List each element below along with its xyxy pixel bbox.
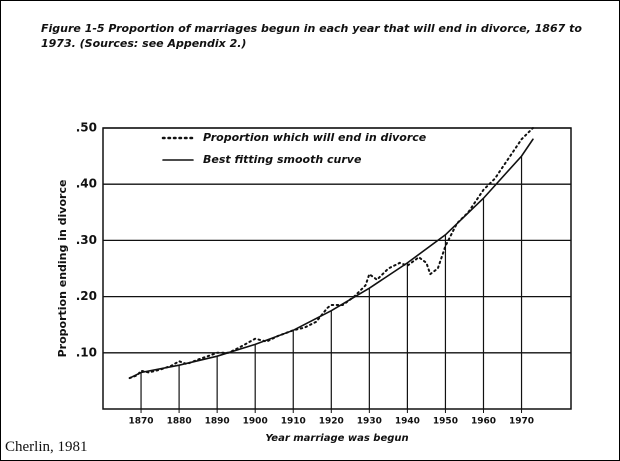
y-tick-label: .10 bbox=[76, 345, 97, 359]
legend-label: Best fitting smooth curve bbox=[203, 153, 362, 166]
legend-label: Proportion which will end in divorce bbox=[203, 131, 427, 144]
chart-title: Figure 1-5 Proportion of marriages begun… bbox=[41, 22, 582, 50]
x-tick-label: 1880 bbox=[167, 417, 192, 427]
x-tick-label: 1910 bbox=[281, 417, 306, 427]
x-tick-label: 1920 bbox=[319, 417, 344, 427]
smooth-line bbox=[128, 138, 534, 379]
x-tick-label: 1890 bbox=[205, 417, 230, 427]
x-tick-label: 1960 bbox=[471, 417, 496, 427]
dotted-line bbox=[128, 127, 534, 380]
x-tick-label: 1950 bbox=[433, 417, 458, 427]
caption: Cherlin, 1981 bbox=[5, 439, 88, 455]
y-tick-label: .20 bbox=[76, 289, 97, 303]
y-tick-label: .40 bbox=[76, 177, 97, 191]
x-tick-label: 1930 bbox=[357, 417, 382, 427]
x-tick-label: 1870 bbox=[129, 417, 154, 427]
x-tick-label: 1940 bbox=[395, 417, 420, 427]
y-tick-label: .50 bbox=[76, 121, 97, 135]
x-axis-label: Year marriage was begun bbox=[265, 433, 408, 444]
x-tick-label: 1970 bbox=[509, 417, 534, 427]
x-tick-label: 1900 bbox=[243, 417, 268, 427]
y-axis-label: Proportion ending in divorce bbox=[56, 180, 69, 358]
y-tick-label: .30 bbox=[76, 233, 97, 247]
